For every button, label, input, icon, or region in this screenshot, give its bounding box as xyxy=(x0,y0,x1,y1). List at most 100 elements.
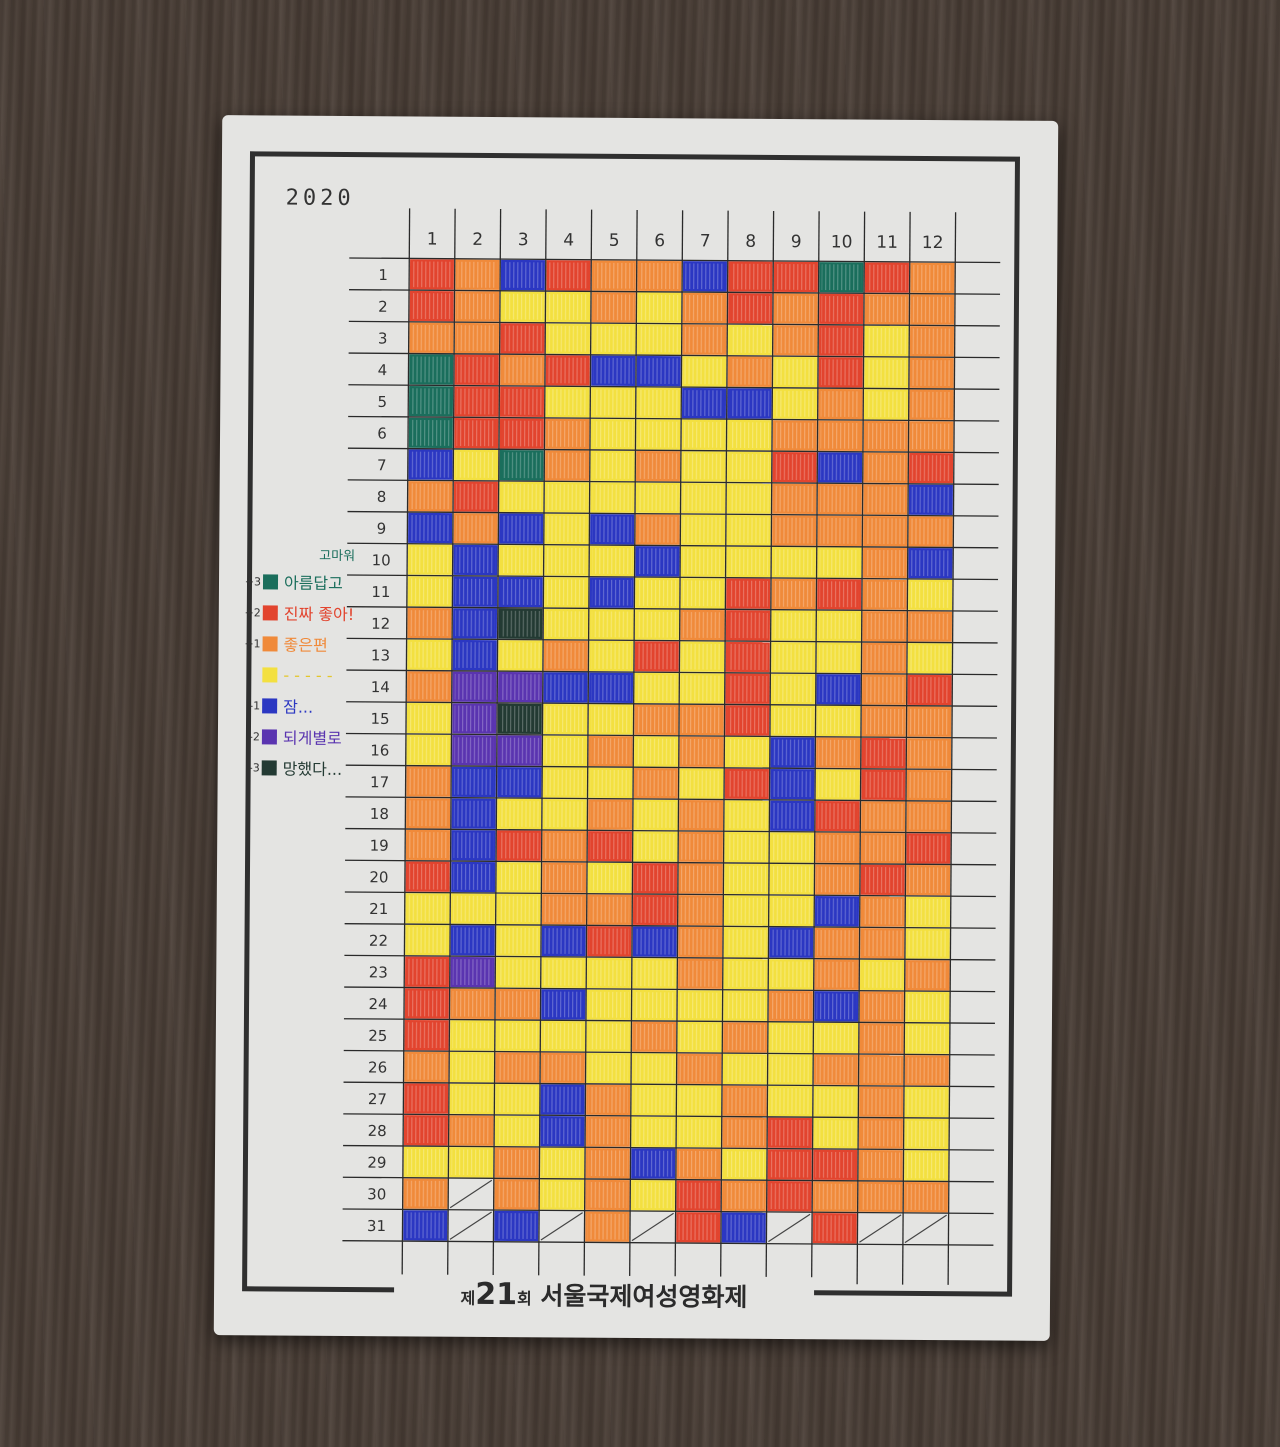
day-label: 11 xyxy=(371,583,390,601)
cell-texture xyxy=(590,801,630,828)
footer-suffix: 회 xyxy=(516,1289,532,1309)
cell-texture xyxy=(452,1022,492,1049)
grid-vline xyxy=(492,209,502,1282)
cell-texture xyxy=(502,293,543,320)
grid-hline xyxy=(345,796,997,803)
cell-texture xyxy=(728,612,768,639)
cell-texture xyxy=(775,390,815,417)
grid-hline xyxy=(344,986,996,993)
cell-texture xyxy=(452,927,493,954)
grid-hline xyxy=(348,415,1000,422)
cell-texture xyxy=(408,800,448,827)
cell-texture xyxy=(815,1120,856,1147)
cell-texture xyxy=(683,516,723,543)
day-label: 16 xyxy=(370,741,389,759)
grid-hline xyxy=(349,257,1001,264)
cell-texture xyxy=(634,960,675,987)
day-label: 5 xyxy=(377,393,387,411)
cell-texture xyxy=(863,740,904,767)
cell-texture xyxy=(410,546,450,573)
cell-texture xyxy=(499,769,540,796)
legend-value: +2 xyxy=(244,605,261,619)
cell-texture xyxy=(456,483,496,510)
cell-texture xyxy=(816,993,857,1020)
cell-texture xyxy=(457,261,498,288)
cell-texture xyxy=(820,454,860,481)
day-label: 8 xyxy=(377,488,387,506)
cell-texture xyxy=(730,295,771,322)
cell-texture xyxy=(911,360,952,386)
month-label: 8 xyxy=(745,232,756,252)
cell-texture xyxy=(409,610,450,637)
cell-texture xyxy=(774,485,815,512)
cell-texture xyxy=(588,1118,628,1145)
grid-hline xyxy=(346,669,998,676)
cell-texture xyxy=(545,769,585,796)
cell-texture xyxy=(637,580,678,606)
cell-texture xyxy=(496,1149,537,1176)
day-label: 21 xyxy=(369,900,388,918)
cell-texture xyxy=(860,1183,901,1210)
cell-texture xyxy=(821,327,861,354)
month-label: 12 xyxy=(922,233,944,253)
cell-texture xyxy=(542,1181,582,1208)
legend-item: +3 아름답고 xyxy=(239,570,343,593)
cell-texture xyxy=(725,961,766,988)
month-label: 1 xyxy=(427,230,438,250)
legend-item: -3 망했다... xyxy=(238,756,343,779)
cell-texture xyxy=(819,612,859,639)
cell-texture xyxy=(680,897,721,924)
cell-texture xyxy=(455,547,496,574)
cell-texture xyxy=(407,895,448,922)
cell-texture xyxy=(587,1181,628,1208)
cell-texture xyxy=(548,294,589,321)
cell-texture xyxy=(908,835,949,862)
cell-texture xyxy=(727,707,768,734)
cell-texture xyxy=(815,1151,856,1178)
cell-texture xyxy=(408,832,448,858)
cell-texture xyxy=(727,739,767,766)
cell-texture xyxy=(818,739,858,766)
cell-texture xyxy=(820,359,861,386)
legend-note-text: 고마워 xyxy=(319,548,356,564)
cell-texture xyxy=(456,420,497,447)
day-label: 12 xyxy=(371,615,390,633)
cell-texture xyxy=(542,1118,583,1145)
cell-texture xyxy=(407,927,448,954)
cell-texture xyxy=(635,833,676,860)
cell-texture xyxy=(451,1085,492,1112)
cell-texture xyxy=(678,1150,719,1177)
legend-value: -2 xyxy=(248,729,260,743)
cell-texture xyxy=(412,261,452,288)
cell-texture xyxy=(910,518,951,545)
legend-item: +2 진짜 좋아! xyxy=(239,601,355,624)
cell-texture xyxy=(679,1024,720,1051)
cell-texture xyxy=(911,455,951,482)
cell-texture xyxy=(408,705,449,732)
cell-texture xyxy=(815,1183,855,1210)
cell-texture xyxy=(502,325,543,352)
cell-texture xyxy=(684,390,724,417)
footer-title: 서울국제여성영화제 xyxy=(540,1281,748,1312)
cell-texture xyxy=(770,1056,811,1083)
grid-hline xyxy=(343,1144,995,1151)
legend-value: -1 xyxy=(249,698,261,712)
cell-texture xyxy=(909,740,949,767)
day-label: 3 xyxy=(378,329,388,347)
cell-texture xyxy=(410,515,450,541)
legend-text: 좋은편 xyxy=(283,635,328,655)
cell-texture xyxy=(639,326,679,353)
cell-texture xyxy=(679,1087,719,1114)
grid-hline xyxy=(345,859,997,866)
cell-texture xyxy=(500,674,540,701)
cell-texture xyxy=(770,1088,810,1115)
cell-texture xyxy=(545,674,586,701)
cell-texture xyxy=(863,771,904,798)
cell-texture xyxy=(453,895,493,922)
cell-texture xyxy=(867,264,907,291)
cell-texture xyxy=(411,324,452,351)
cell-texture xyxy=(815,1088,856,1115)
cell-texture xyxy=(774,517,814,544)
cell-texture xyxy=(816,1025,856,1052)
cell-texture xyxy=(907,930,948,957)
